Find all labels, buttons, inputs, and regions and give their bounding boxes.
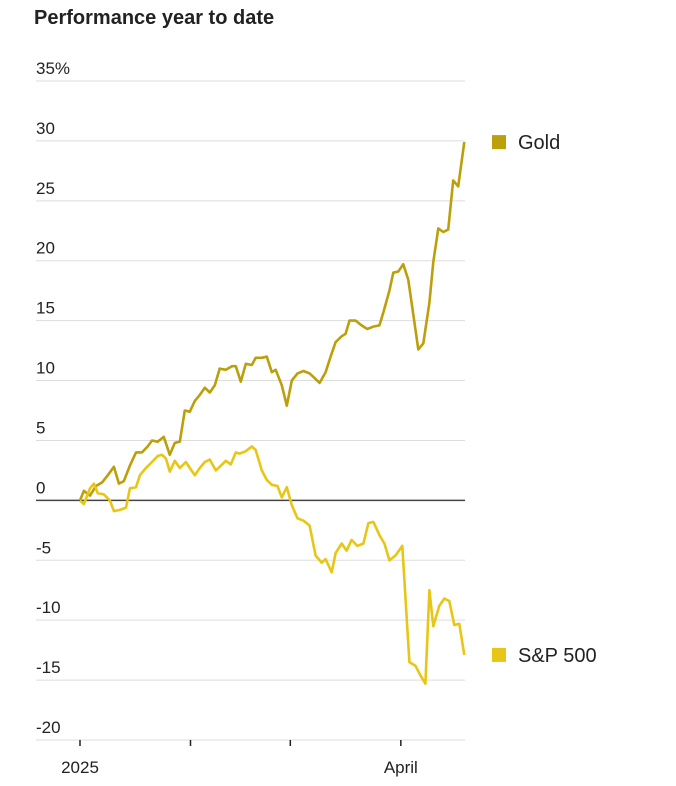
y-tick-label: 0: [36, 478, 45, 497]
y-tick-label: 20: [36, 239, 55, 258]
y-tick-label: -5: [36, 538, 51, 557]
y-tick-label: 25: [36, 179, 55, 198]
y-tick-label: 30: [36, 119, 55, 138]
x-tick-label: April: [384, 758, 418, 777]
y-tick-label: -10: [36, 598, 61, 617]
series-line: [78, 141, 466, 501]
y-tick-label: -20: [36, 718, 61, 737]
series-line: [79, 445, 466, 685]
x-tick-label: 2025: [61, 758, 99, 777]
y-tick-label: 10: [36, 359, 55, 378]
legend-label: S&P 500: [518, 645, 597, 667]
y-tick-label: 15: [36, 299, 55, 318]
legend-swatch: [492, 647, 506, 662]
chart-title: Performance year to date: [34, 7, 274, 29]
y-tick-label: -15: [36, 658, 61, 677]
y-tick-label: 5: [36, 418, 45, 437]
legend-label: Gold: [518, 132, 560, 154]
y-tick-label: 35%: [36, 59, 70, 78]
legend-swatch: [492, 135, 506, 150]
